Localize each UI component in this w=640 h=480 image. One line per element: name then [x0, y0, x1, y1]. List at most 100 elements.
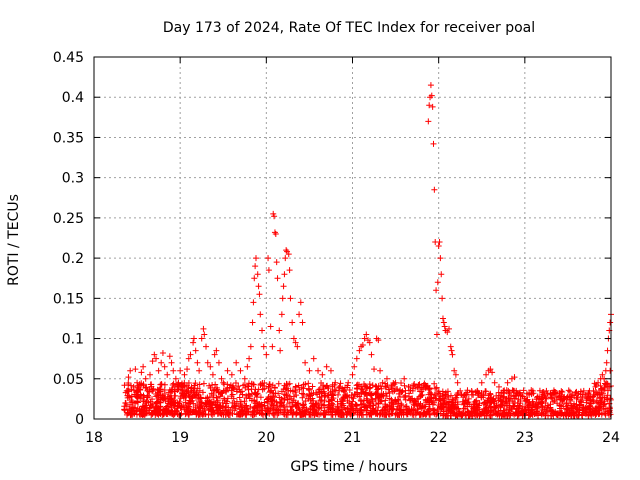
data-point-marker — [382, 401, 389, 408]
data-point-marker — [474, 387, 481, 394]
data-point-marker — [410, 411, 417, 418]
data-point-marker — [571, 403, 578, 410]
data-point-marker — [394, 410, 401, 417]
data-point-marker — [599, 371, 606, 378]
data-point-marker — [582, 391, 589, 398]
y-tick-label: 0.25 — [53, 211, 84, 227]
data-point-marker — [439, 397, 446, 404]
data-point-marker — [254, 271, 261, 278]
data-point-marker — [286, 400, 293, 407]
data-point-marker — [401, 382, 408, 389]
data-point-marker — [411, 380, 418, 387]
data-point-marker — [502, 398, 509, 405]
data-point-marker — [447, 409, 454, 416]
data-point-marker — [538, 410, 545, 417]
data-point-marker — [282, 255, 289, 262]
data-point-marker — [172, 375, 179, 382]
data-point-marker — [449, 351, 456, 358]
data-point-marker — [471, 405, 478, 412]
data-point-marker — [143, 384, 150, 391]
data-point-marker — [196, 387, 203, 394]
data-point-marker — [296, 311, 303, 318]
data-point-marker — [430, 140, 437, 147]
data-point-marker — [363, 383, 370, 390]
data-point-marker — [128, 405, 135, 412]
data-point-marker — [566, 388, 573, 395]
data-point-marker — [271, 398, 278, 405]
data-point-marker — [396, 407, 403, 414]
data-point-marker — [249, 319, 256, 326]
data-point-marker — [170, 402, 177, 409]
data-point-marker — [515, 410, 522, 417]
data-point-marker — [417, 401, 424, 408]
data-point-marker — [153, 407, 160, 414]
data-point-marker — [556, 393, 563, 400]
data-point-marker — [376, 411, 383, 418]
data-point-marker — [558, 403, 565, 410]
data-point-marker — [543, 395, 550, 402]
data-point-marker — [327, 389, 334, 396]
data-point-marker — [600, 401, 607, 408]
data-point-marker — [144, 393, 151, 400]
data-point-marker — [203, 402, 210, 409]
data-point-marker — [592, 383, 599, 390]
data-point-marker — [378, 385, 385, 392]
data-point-marker — [134, 394, 141, 401]
data-point-marker — [181, 382, 188, 389]
data-point-marker — [162, 397, 169, 404]
data-point-marker — [560, 395, 567, 402]
data-point-marker — [375, 337, 382, 344]
data-point-marker — [541, 406, 548, 413]
data-point-marker — [265, 267, 272, 274]
data-point-marker — [297, 299, 304, 306]
data-point-marker — [302, 381, 309, 388]
data-point-marker — [219, 407, 226, 414]
x-tick-label: 22 — [430, 430, 448, 446]
data-point-marker — [269, 343, 276, 350]
data-point-marker — [517, 391, 524, 398]
data-point-marker — [325, 392, 332, 399]
data-point-marker — [438, 271, 445, 278]
data-point-marker — [470, 391, 477, 398]
data-point-marker — [139, 403, 146, 410]
data-point-marker — [343, 411, 350, 418]
data-point-marker — [382, 390, 389, 397]
data-point-marker — [409, 387, 416, 394]
data-point-marker — [194, 359, 201, 366]
data-point-marker — [421, 403, 428, 410]
data-point-marker — [372, 395, 379, 402]
data-point-marker — [354, 381, 361, 388]
data-point-marker — [142, 410, 149, 417]
data-point-marker — [266, 381, 273, 388]
data-point-marker — [403, 411, 410, 418]
data-point-marker — [410, 382, 417, 389]
data-point-marker — [247, 343, 254, 350]
data-point-marker — [596, 410, 603, 417]
data-point-marker — [158, 381, 165, 388]
data-point-marker — [179, 386, 186, 393]
data-point-marker — [443, 410, 450, 417]
data-point-marker — [395, 397, 402, 404]
data-point-marker — [295, 382, 302, 389]
data-point-marker — [196, 381, 203, 388]
data-point-marker — [232, 405, 239, 412]
data-point-marker — [252, 263, 259, 270]
data-point-marker — [345, 379, 352, 386]
data-point-marker — [243, 392, 250, 399]
data-point-marker — [461, 391, 468, 398]
data-point-marker — [289, 319, 296, 326]
data-point-marker — [294, 343, 301, 350]
data-point-marker — [220, 379, 227, 386]
data-point-marker — [398, 402, 405, 409]
data-point-marker — [332, 387, 339, 394]
data-point-marker — [185, 380, 192, 387]
data-point-marker — [340, 387, 347, 394]
data-point-marker — [252, 255, 259, 262]
y-tick-label: 0.2 — [62, 251, 84, 267]
data-point-marker — [517, 398, 524, 405]
data-point-marker — [550, 387, 557, 394]
data-point-marker — [596, 404, 603, 411]
data-point-marker — [462, 391, 469, 398]
data-point-marker — [237, 367, 244, 374]
data-point-marker — [265, 384, 272, 391]
